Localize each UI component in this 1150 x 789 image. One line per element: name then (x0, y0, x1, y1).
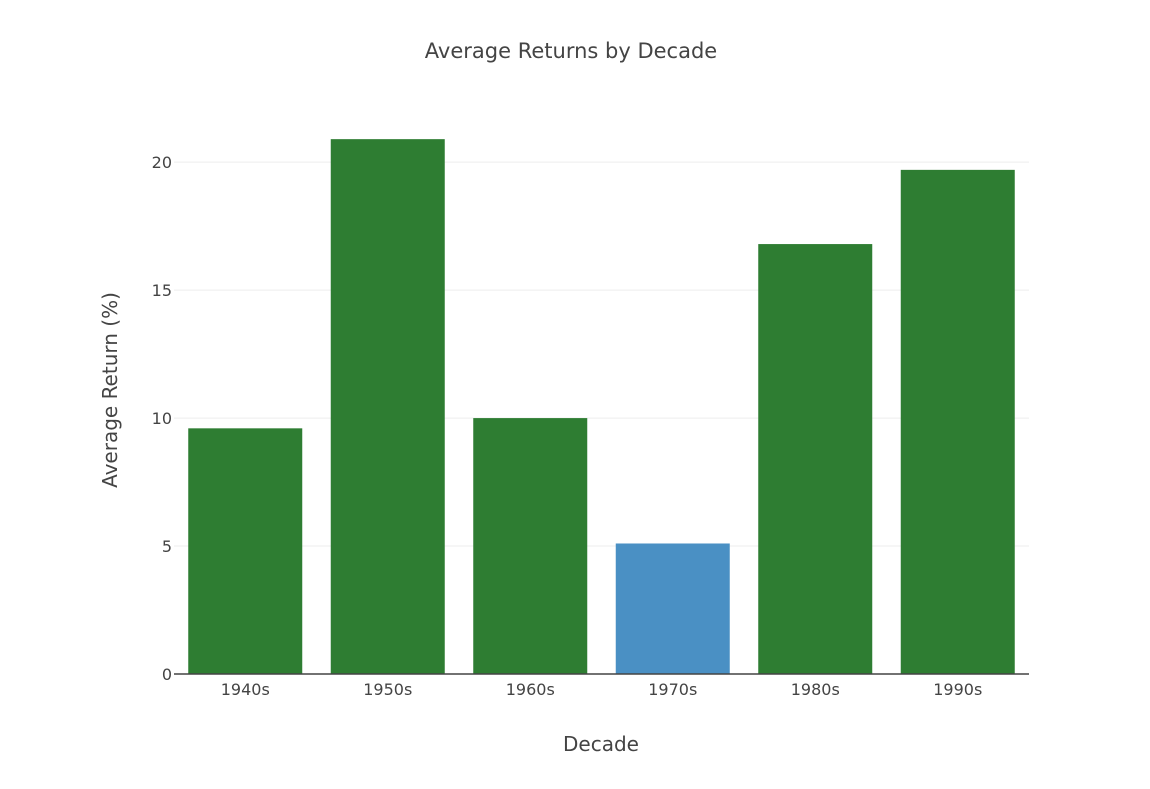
y-tick-label: 5 (162, 537, 172, 556)
x-tick-label: 1980s (791, 680, 840, 699)
y-tick-label: 20 (152, 153, 172, 172)
x-tick-label: 1960s (506, 680, 555, 699)
gridlines (174, 161, 1029, 547)
bar-1960s (473, 418, 588, 674)
bar-1990s (900, 169, 1015, 675)
bar-1980s (758, 244, 873, 674)
y-tick-label: 15 (152, 281, 172, 300)
y-axis-title: Average Return (%) (98, 292, 122, 488)
x-tick-label: 1990s (933, 680, 982, 699)
y-axis-ticks: 0 5 10 15 20 (152, 153, 172, 684)
bar-1970s (615, 543, 730, 674)
x-tick-label: 1950s (363, 680, 412, 699)
y-tick-label: 0 (162, 665, 172, 684)
x-tick-label: 1970s (648, 680, 697, 699)
bar-1950s (330, 139, 445, 674)
x-axis-ticks: 1940s 1950s 1960s 1970s 1980s 1990s (221, 680, 983, 699)
chart-title: Average Returns by Decade (425, 39, 717, 63)
x-axis-title: Decade (563, 732, 639, 756)
y-tick-label: 10 (152, 409, 172, 428)
x-tick-label: 1940s (221, 680, 270, 699)
bar-1940s (188, 428, 303, 674)
bars (188, 139, 1015, 675)
